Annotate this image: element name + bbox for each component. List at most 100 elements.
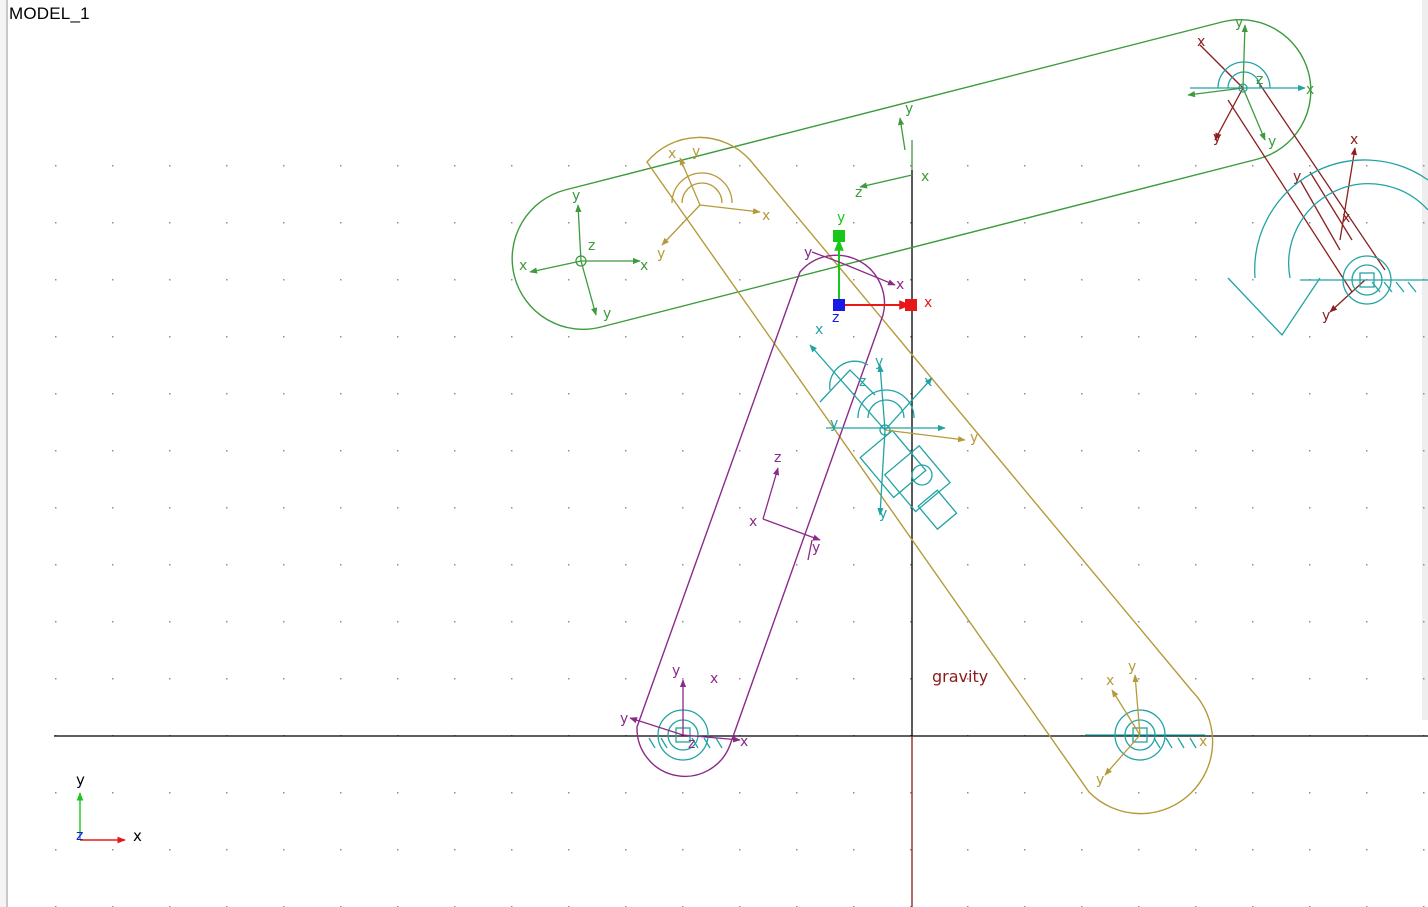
grid-dot-icon xyxy=(1195,279,1197,281)
grid-dot-icon xyxy=(910,450,912,452)
grid-dot-icon xyxy=(796,222,798,224)
grid-dot-icon xyxy=(1252,564,1254,566)
grid-dot-icon xyxy=(1195,450,1197,452)
svg-text:x: x xyxy=(924,374,932,390)
grid-dot-icon xyxy=(511,165,513,167)
link-purple-cm-marker[interactable] xyxy=(762,467,821,561)
joint-top-right-triad[interactable] xyxy=(1187,24,1266,141)
grid-dot-icon xyxy=(511,222,513,224)
grid-dot-icon xyxy=(226,393,228,395)
grid-dot-icon xyxy=(55,564,57,566)
grid-dot-icon xyxy=(910,564,912,566)
grid-dot-icon xyxy=(1081,507,1083,509)
link-olive[interactable] xyxy=(646,136,1214,815)
grid-dot-icon xyxy=(283,507,285,509)
grid-dot-icon xyxy=(454,507,456,509)
grid-dot-icon xyxy=(340,507,342,509)
grid-dot-icon xyxy=(1195,507,1197,509)
link-green-center-marker[interactable] xyxy=(859,117,913,189)
grid-dot-icon xyxy=(1081,678,1083,680)
grid-dot-icon xyxy=(283,393,285,395)
link-maroon[interactable] xyxy=(1227,79,1386,293)
grid-dot-icon xyxy=(112,336,114,338)
grid-dot-icon xyxy=(397,222,399,224)
joint-center-cyan[interactable] xyxy=(809,344,958,531)
grid-dot-icon xyxy=(1024,336,1026,338)
grid-dot-icon xyxy=(511,279,513,281)
grid-dot-icon xyxy=(55,621,57,623)
selected-marker-triad-labels: x y z xyxy=(832,210,932,326)
grid-dot-icon xyxy=(1423,336,1425,338)
grid-dot-icon xyxy=(796,165,798,167)
grid-dot-icon xyxy=(625,792,627,794)
rotational-motion-icon[interactable] xyxy=(1227,159,1428,337)
grid-dot-icon xyxy=(511,849,513,851)
grid-dot-icon xyxy=(226,621,228,623)
grid-dot-icon xyxy=(1138,564,1140,566)
grid-dot-icon xyxy=(169,564,171,566)
ground-joint-left-triad[interactable] xyxy=(629,679,741,743)
link-purple[interactable] xyxy=(636,254,886,778)
grid-dot-icon xyxy=(853,222,855,224)
link-green-cm-marker[interactable] xyxy=(529,204,641,316)
grid-dot-icon xyxy=(340,393,342,395)
grid-dot-icon xyxy=(682,621,684,623)
link-purple-cm-labels: z x y xyxy=(749,450,820,556)
svg-text:y: y xyxy=(1268,134,1276,150)
ground-joint-right-bottom-triad[interactable] xyxy=(1104,674,1141,776)
grid-dot-icon xyxy=(169,678,171,680)
grid-dot-icon xyxy=(796,507,798,509)
grid-dot-icon xyxy=(283,792,285,794)
grid-dot-icon xyxy=(1195,792,1197,794)
grid-dot-icon xyxy=(454,336,456,338)
grid-dot-icon xyxy=(1024,792,1026,794)
link-maroon-markers[interactable] xyxy=(1199,44,1366,313)
grid-dot-icon xyxy=(739,393,741,395)
grid-dot-icon xyxy=(55,792,57,794)
svg-text:y: y xyxy=(1213,130,1221,146)
grid-dot-icon xyxy=(1309,165,1311,167)
link-purple-top-labels: x y xyxy=(804,245,904,293)
selected-marker-triad[interactable] xyxy=(833,230,917,311)
joint-center-olive-triad[interactable] xyxy=(884,429,966,443)
svg-text:x: x xyxy=(762,208,770,224)
grid-dot-icon xyxy=(682,849,684,851)
grid-dot-icon xyxy=(625,393,627,395)
grid-dot-icon xyxy=(682,678,684,680)
grid-dot-icon xyxy=(1309,678,1311,680)
ground-joint-right[interactable] xyxy=(1300,255,1428,305)
grid-dot-icon xyxy=(910,849,912,851)
grid-dot-icon xyxy=(1423,450,1425,452)
xyz-axes-icon: y x z xyxy=(76,771,142,845)
grid-dot-icon xyxy=(397,621,399,623)
ground-joint-left-labels: y x y x z xyxy=(620,663,748,752)
grid-dot-icon xyxy=(625,621,627,623)
ground-joint-right-bottom[interactable] xyxy=(1085,709,1205,761)
grid-dot-icon xyxy=(169,279,171,281)
grid-dot-icon xyxy=(739,678,741,680)
grid-dot-icon xyxy=(169,222,171,224)
grid-dot-icon xyxy=(568,165,570,167)
link-purple-top-markers[interactable] xyxy=(811,251,896,286)
grid-dot-icon xyxy=(1252,450,1254,452)
grid-dot-icon xyxy=(682,792,684,794)
grid-dot-icon xyxy=(340,222,342,224)
svg-text:y: y xyxy=(1322,308,1330,324)
grid-dot-icon xyxy=(112,222,114,224)
grid-dot-icon xyxy=(910,165,912,167)
link-green[interactable] xyxy=(511,19,1312,330)
gravity-label[interactable]: gravity xyxy=(932,667,988,686)
grid-dot-icon xyxy=(226,279,228,281)
grid-dot-icon xyxy=(226,849,228,851)
svg-text:x: x xyxy=(668,146,676,162)
grid-dot-icon xyxy=(682,564,684,566)
svg-text:z: z xyxy=(832,310,839,326)
grid-dot-icon xyxy=(1024,621,1026,623)
grid-dot-icon xyxy=(1252,678,1254,680)
joint-center-labels: x x y z y y xyxy=(815,322,932,522)
link-olive-top-marker[interactable] xyxy=(661,157,761,246)
joint-top-right[interactable] xyxy=(1190,61,1306,93)
grid-dot-icon xyxy=(1138,621,1140,623)
